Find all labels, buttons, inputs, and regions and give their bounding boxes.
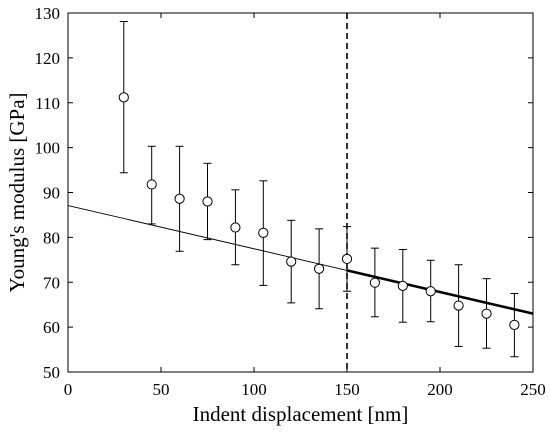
x-tick-label: 200 [427,380,453,399]
x-tick-label: 250 [520,380,546,399]
x-tick-label: 150 [334,380,360,399]
x-axis-label: Indent displacement [nm] [193,402,409,426]
x-tick-label: 0 [64,380,73,399]
x-tick-label: 50 [153,380,170,399]
chart-marks [67,13,534,372]
data-point [202,196,213,207]
data-point [146,179,157,190]
y-tick-label: 60 [43,318,60,337]
y-tick-label: 90 [43,184,60,203]
fit-line-thick [346,269,534,315]
y-tick-label: 70 [43,273,60,292]
data-point [453,300,464,311]
y-axis-label: Young's modulus [GPa] [5,92,29,292]
data-point [341,253,353,265]
data-point [369,277,380,288]
data-point [425,286,436,297]
data-point [286,256,297,267]
data-point [230,222,241,233]
data-point [509,319,520,330]
data-point [174,193,185,204]
data-point [258,227,269,238]
y-tick-label: 50 [43,363,60,382]
data-point [481,308,492,319]
x-tick-label: 100 [241,380,267,399]
y-tick-label: 110 [35,94,60,113]
plot-frame [67,12,534,373]
y-tick-label: 130 [35,4,61,23]
data-point [118,92,129,103]
y-tick-label: 120 [35,49,61,68]
y-tick-label: 100 [35,139,61,158]
data-point [397,280,408,291]
y-tick-label: 80 [43,228,60,247]
data-point [314,263,325,274]
